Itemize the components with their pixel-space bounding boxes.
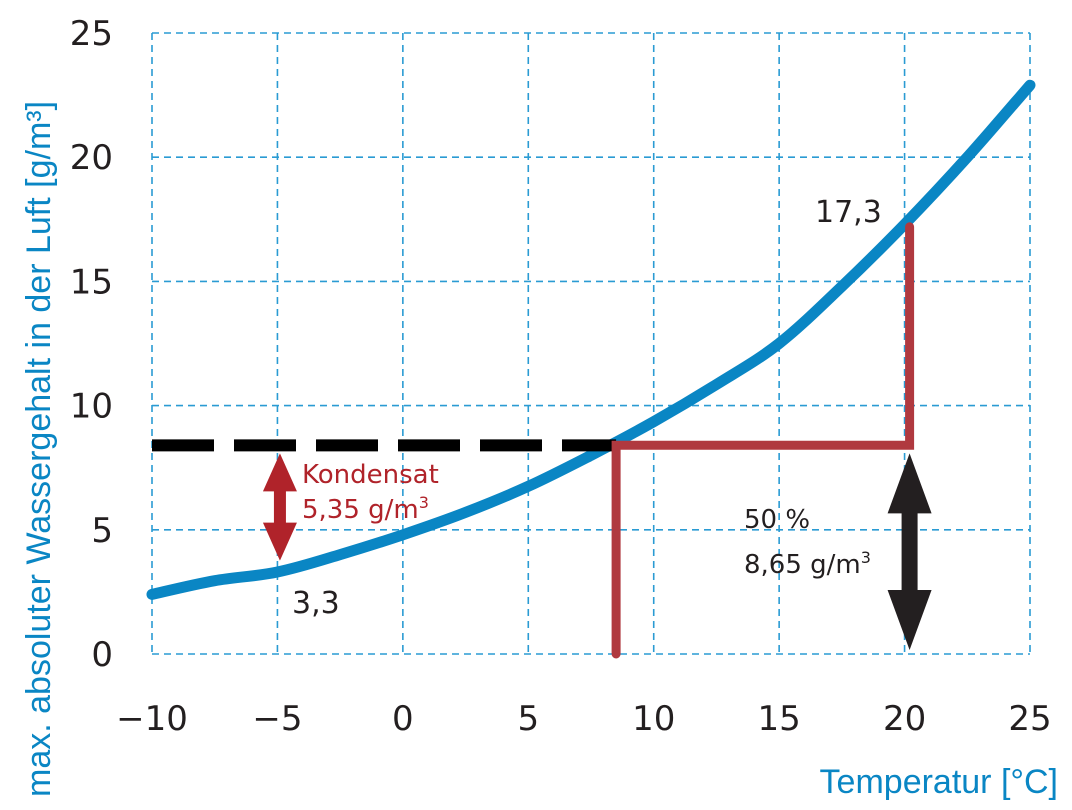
y-tick-label: 15 xyxy=(70,262,113,302)
x-axis-title: Temperatur [°C] xyxy=(820,763,1058,801)
x-tick-label: 10 xyxy=(632,699,675,739)
x-axis-ticks: −10 −5 0 5 10 15 20 25 xyxy=(116,699,1052,739)
y-tick-label: 10 xyxy=(70,387,113,427)
y-tick-label: 5 xyxy=(91,511,113,551)
condensate-double-arrow xyxy=(262,453,297,561)
x-tick-label: 25 xyxy=(1008,699,1051,739)
y-tick-label: 20 xyxy=(70,138,113,178)
condensate-value-sup: 3 xyxy=(419,493,429,512)
condensate-value-label: 5,35 g/m3 xyxy=(302,493,429,525)
x-tick-label: −5 xyxy=(252,699,302,739)
humidity-value-sup: 3 xyxy=(861,548,871,567)
y-axis-title: max. absoluter Wassergehalt in der Luft … xyxy=(20,101,58,797)
humidity-percent-label: 50 % xyxy=(744,505,810,535)
x-tick-label: 15 xyxy=(758,699,801,739)
grid xyxy=(151,32,1031,655)
y-tick-label: 25 xyxy=(70,14,113,54)
y-axis-ticks: 0 5 10 15 20 25 xyxy=(70,14,113,675)
red-path-line xyxy=(611,222,915,659)
humidity-value-text: 8,65 g/m xyxy=(744,550,861,580)
x-tick-label: −10 xyxy=(116,699,188,739)
condensate-value-text: 5,35 g/m xyxy=(302,495,419,525)
humidity-value-label: 8,65 g/m3 xyxy=(744,548,871,580)
y-tick-label: 0 xyxy=(91,635,113,675)
humidity-double-arrow xyxy=(887,453,932,650)
x-tick-label: 20 xyxy=(883,699,926,739)
x-tick-label: 0 xyxy=(392,699,414,739)
annotation-layer xyxy=(152,222,932,659)
x-tick-label: 5 xyxy=(517,699,539,739)
condensate-title-label: Kondensat xyxy=(302,460,439,490)
point-high-label: 17,3 xyxy=(815,195,882,230)
point-low-label: 3,3 xyxy=(292,586,340,621)
